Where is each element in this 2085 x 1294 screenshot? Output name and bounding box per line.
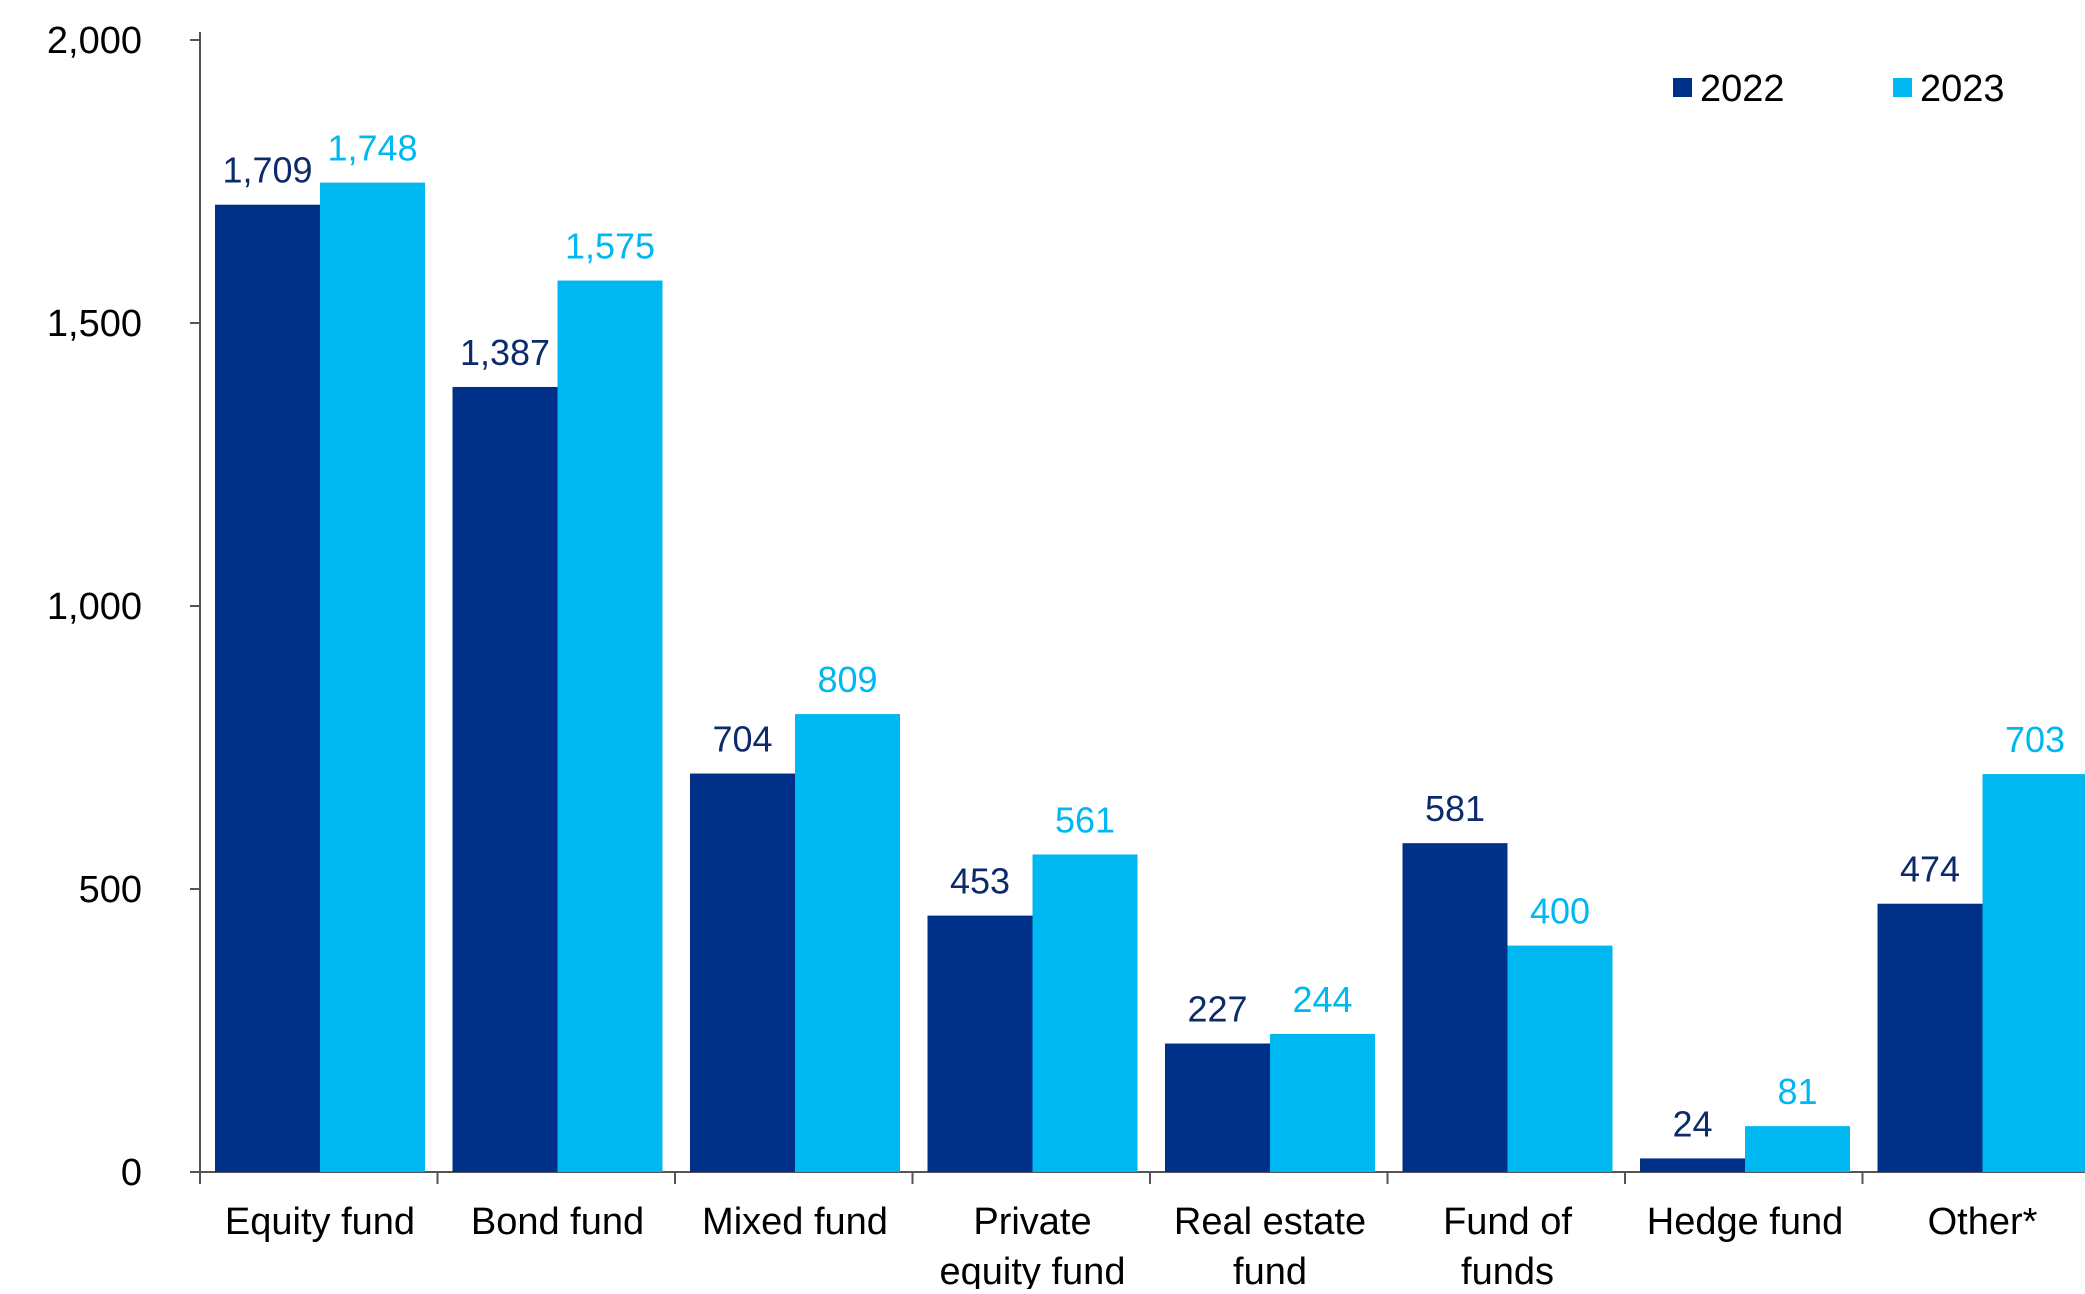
x-category-label: Equity fund [225, 1201, 415, 1243]
bar [453, 387, 558, 1172]
bar [1508, 946, 1613, 1172]
bar [1270, 1034, 1375, 1172]
legend-swatch [1673, 78, 1692, 97]
data-label: 1,575 [565, 226, 655, 267]
data-label: 81 [1777, 1071, 1817, 1112]
bar [1878, 904, 1983, 1172]
x-category-label: Private [973, 1201, 1091, 1243]
data-label: 227 [1187, 989, 1247, 1030]
x-category-label: funds [1461, 1251, 1554, 1289]
x-category-label: Other* [1928, 1201, 2038, 1243]
data-label: 453 [950, 861, 1010, 902]
x-category-label: Bond fund [471, 1201, 644, 1243]
x-category-label: Mixed fund [702, 1201, 888, 1243]
data-label: 1,709 [222, 150, 312, 191]
x-category-label: Fund of [1443, 1201, 1572, 1243]
legend: 2022 2023 [1673, 68, 2005, 110]
bar [320, 183, 425, 1172]
bar [1640, 1158, 1745, 1172]
legend-label: 2022 [1700, 68, 1785, 110]
y-tick-label: 2,000 [47, 20, 142, 62]
data-label: 581 [1425, 788, 1485, 829]
y-tick-label: 1,500 [47, 303, 142, 345]
bar [1033, 854, 1138, 1172]
y-tick-label: 0 [121, 1152, 142, 1194]
data-label: 1,748 [327, 128, 417, 169]
data-label: 809 [817, 659, 877, 700]
y-axis: 0 500 1,000 1,500 2,000 [47, 20, 200, 1194]
data-label: 244 [1292, 979, 1352, 1020]
legend-swatch [1893, 78, 1912, 97]
data-label: 703 [2005, 719, 2065, 760]
bar [690, 774, 795, 1172]
bar [795, 714, 900, 1172]
y-tick-label: 500 [79, 869, 142, 911]
x-category-label: fund [1233, 1251, 1307, 1289]
bar [558, 281, 663, 1172]
data-label: 1,387 [460, 332, 550, 373]
x-category-label: equity fund [940, 1251, 1126, 1289]
bar [1983, 774, 2085, 1172]
bar [928, 916, 1033, 1172]
bar [1745, 1126, 1850, 1172]
x-axis: Equity fund Bond fund Mixed fund Private equ… [200, 1172, 2085, 1289]
data-label: 474 [1900, 849, 1960, 890]
data-label: 561 [1055, 799, 1115, 840]
y-tick-label: 1,000 [47, 586, 142, 628]
x-category-label: Real estate [1174, 1201, 1366, 1243]
bar [1165, 1044, 1270, 1172]
data-label: 24 [1672, 1103, 1712, 1144]
bar [215, 205, 320, 1172]
data-label: 704 [712, 719, 772, 760]
bar [1403, 843, 1508, 1172]
legend-label: 2023 [1920, 68, 2005, 110]
data-label: 400 [1530, 891, 1590, 932]
x-category-label: Hedge fund [1647, 1201, 1844, 1243]
